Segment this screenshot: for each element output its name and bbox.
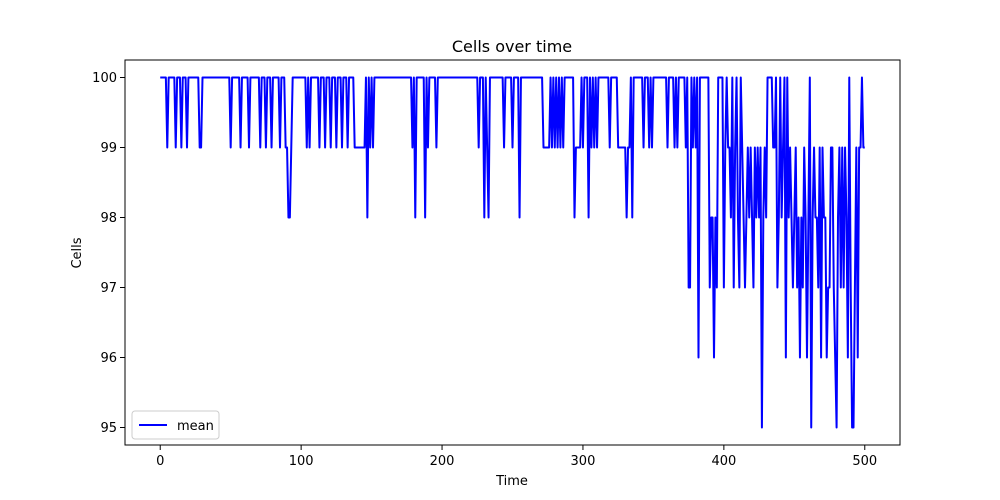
- y-axis-ticks: 95 96 97 98 99 100: [92, 71, 125, 436]
- y-tick-label: 100: [92, 71, 117, 86]
- plot-area: [160, 76, 865, 429]
- y-tick-label: 99: [100, 141, 117, 156]
- y-tick-label: 97: [100, 281, 117, 296]
- x-tick-label: 500: [852, 454, 877, 469]
- series-line-mean: [160, 76, 865, 429]
- x-axis-ticks: 0 100 200 300 400 500: [156, 445, 877, 469]
- axes-frame: [124, 59, 901, 446]
- x-tick-label: 300: [571, 454, 596, 469]
- legend: mean: [131, 410, 220, 440]
- x-tick-label: 100: [289, 454, 314, 469]
- chart-title: Cells over time: [452, 37, 572, 56]
- y-tick-label: 98: [100, 211, 117, 226]
- y-axis-label: Cells: [70, 237, 85, 268]
- legend-label-mean: mean: [177, 419, 214, 434]
- x-axis-label: Time: [495, 474, 528, 489]
- x-tick-label: 0: [156, 454, 164, 469]
- x-tick-label: 200: [430, 454, 455, 469]
- legend-box: [131, 410, 220, 440]
- y-tick-label: 96: [100, 351, 117, 366]
- x-tick-label: 400: [711, 454, 736, 469]
- y-tick-label: 95: [100, 421, 117, 436]
